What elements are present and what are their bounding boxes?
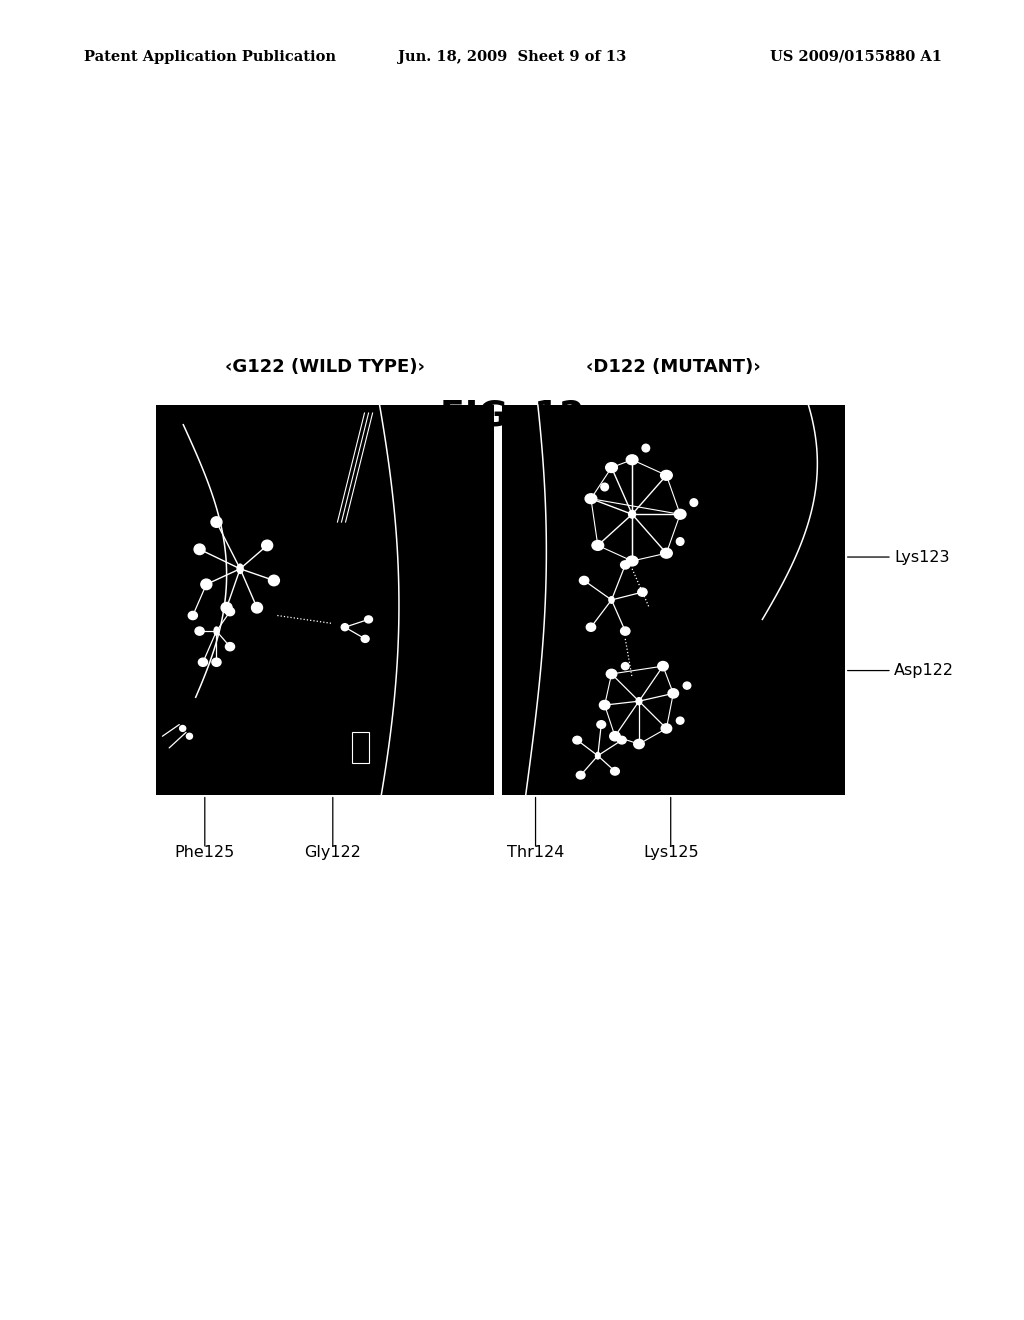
Ellipse shape xyxy=(225,643,234,651)
Ellipse shape xyxy=(627,556,638,566)
Text: ‹G122 (WILD TYPE)›: ‹G122 (WILD TYPE)› xyxy=(224,358,425,376)
Text: FIG. 12: FIG. 12 xyxy=(440,399,584,433)
Ellipse shape xyxy=(610,767,620,775)
Text: Gly122: Gly122 xyxy=(304,845,361,859)
Ellipse shape xyxy=(627,455,638,465)
Ellipse shape xyxy=(221,602,232,612)
Ellipse shape xyxy=(597,721,605,729)
Ellipse shape xyxy=(675,510,686,519)
Ellipse shape xyxy=(262,540,272,550)
Ellipse shape xyxy=(660,548,672,558)
Ellipse shape xyxy=(201,579,212,590)
Ellipse shape xyxy=(636,698,642,705)
Bar xyxy=(351,733,369,763)
Bar xyxy=(502,405,845,795)
Ellipse shape xyxy=(577,771,585,779)
Ellipse shape xyxy=(188,611,198,619)
Ellipse shape xyxy=(676,537,684,545)
Ellipse shape xyxy=(572,737,582,744)
Bar xyxy=(156,405,494,795)
Ellipse shape xyxy=(609,731,621,741)
Ellipse shape xyxy=(642,445,649,451)
Ellipse shape xyxy=(211,517,222,527)
Ellipse shape xyxy=(361,635,369,643)
Ellipse shape xyxy=(690,499,697,507)
Ellipse shape xyxy=(660,470,672,480)
Ellipse shape xyxy=(199,659,208,667)
Text: Lys123: Lys123 xyxy=(894,549,949,565)
Text: Jun. 18, 2009  Sheet 9 of 13: Jun. 18, 2009 Sheet 9 of 13 xyxy=(398,50,626,63)
Ellipse shape xyxy=(186,734,193,739)
Ellipse shape xyxy=(609,597,614,603)
Ellipse shape xyxy=(587,623,596,631)
Ellipse shape xyxy=(638,589,647,597)
Ellipse shape xyxy=(585,494,597,504)
Ellipse shape xyxy=(341,623,348,631)
Ellipse shape xyxy=(657,661,669,671)
Ellipse shape xyxy=(668,689,679,698)
Ellipse shape xyxy=(617,737,627,744)
Ellipse shape xyxy=(365,616,373,623)
Ellipse shape xyxy=(592,540,603,550)
Ellipse shape xyxy=(622,663,629,669)
Ellipse shape xyxy=(621,561,630,569)
Ellipse shape xyxy=(580,577,589,585)
Text: Lys125: Lys125 xyxy=(643,845,698,859)
Ellipse shape xyxy=(606,462,617,473)
Text: Asp122: Asp122 xyxy=(894,663,954,678)
Text: ‹D122 (MUTANT)›: ‹D122 (MUTANT)› xyxy=(586,358,761,376)
Ellipse shape xyxy=(634,739,644,748)
Text: Patent Application Publication: Patent Application Publication xyxy=(84,50,336,63)
Ellipse shape xyxy=(238,564,243,573)
Ellipse shape xyxy=(606,669,616,678)
Ellipse shape xyxy=(212,659,221,667)
Ellipse shape xyxy=(599,701,610,710)
Ellipse shape xyxy=(662,723,672,733)
Ellipse shape xyxy=(596,752,600,759)
Ellipse shape xyxy=(179,726,185,731)
Ellipse shape xyxy=(629,511,636,517)
Ellipse shape xyxy=(214,627,219,635)
Ellipse shape xyxy=(195,627,204,635)
Ellipse shape xyxy=(601,483,608,491)
Text: Thr124: Thr124 xyxy=(507,845,564,859)
Ellipse shape xyxy=(195,544,205,554)
Ellipse shape xyxy=(225,607,234,615)
Ellipse shape xyxy=(268,576,280,586)
Ellipse shape xyxy=(252,602,262,612)
Text: Phe125: Phe125 xyxy=(175,845,234,859)
Ellipse shape xyxy=(621,627,630,635)
Text: US 2009/0155880 A1: US 2009/0155880 A1 xyxy=(770,50,942,63)
Ellipse shape xyxy=(676,717,684,725)
Ellipse shape xyxy=(683,682,691,689)
